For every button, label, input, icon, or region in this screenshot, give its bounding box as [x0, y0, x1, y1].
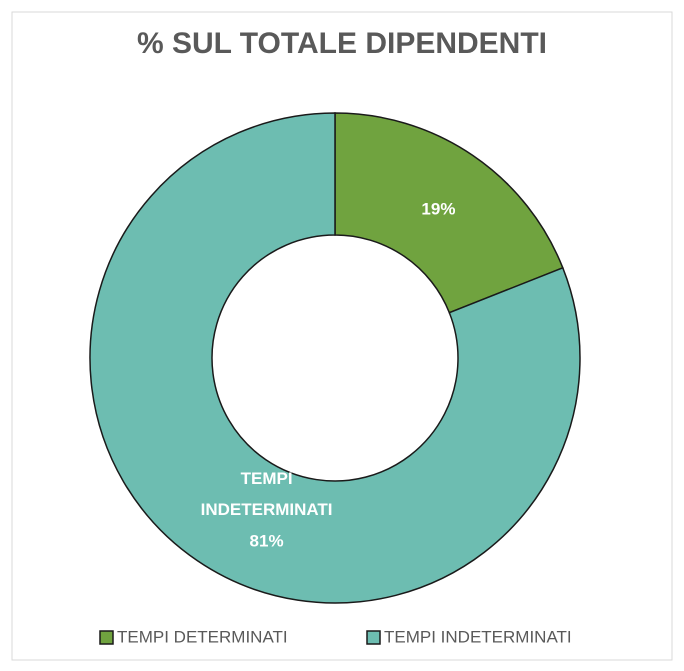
legend-swatch — [99, 630, 114, 645]
legend-label: TEMPI DETERMINATI — [117, 627, 288, 646]
chart-title: % SUL TOTALE DIPENDENTI — [137, 27, 547, 60]
data-label: 19% — [421, 199, 455, 218]
donut-slice — [334, 112, 564, 314]
legend-swatch — [366, 630, 381, 645]
data-label: 81% — [250, 532, 284, 551]
donut-slice — [89, 112, 581, 604]
legend-label: TEMPI INDETERMINATI — [384, 627, 572, 646]
data-label-category: INDETERMINATI — [201, 501, 333, 520]
data-label: TEMPI INDETERMINATI — [201, 470, 333, 520]
data-label-category: TEMPI — [241, 470, 293, 489]
